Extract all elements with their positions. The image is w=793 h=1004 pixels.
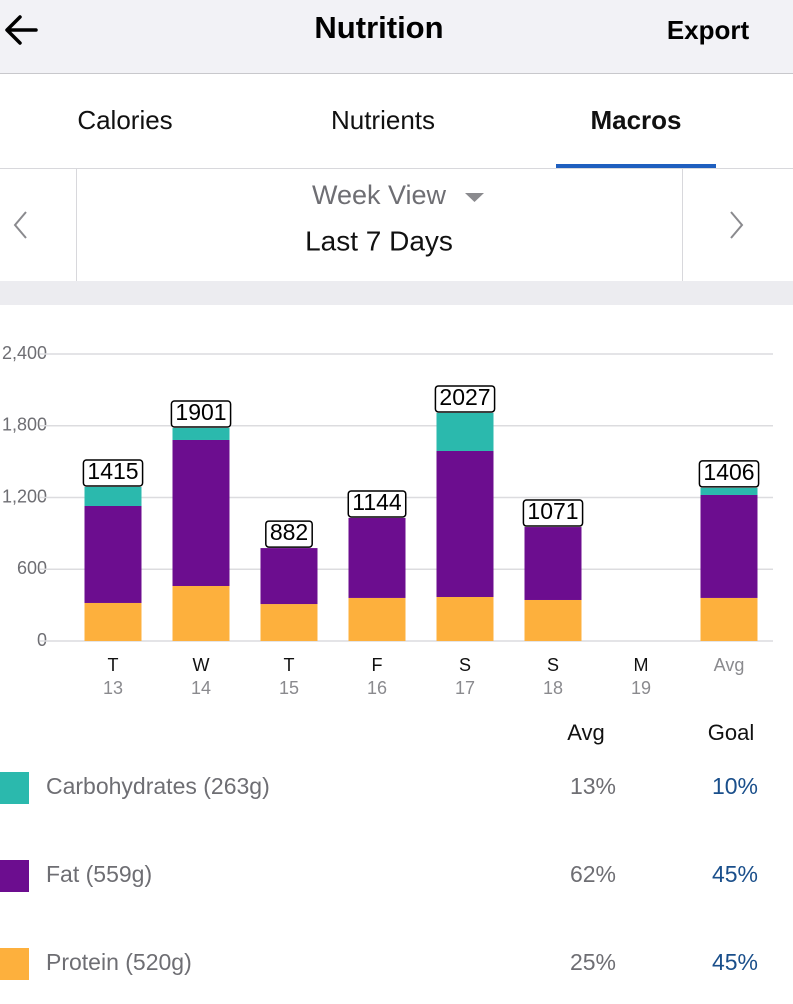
x-tick-date: 18 [543,678,563,698]
total-label-box [522,499,584,527]
macro-table: Carbohydrates (263g) 13% 10% Fat (559g) 62% 4… [0,772,758,980]
bar-segment [84,486,142,506]
bar-segment [700,487,758,495]
bar-segment [436,596,494,641]
bar-segment [436,450,494,597]
column-header: Avg [567,720,605,745]
y-tick-label: 1,200 [2,486,47,506]
bar-segment [348,597,406,641]
x-tick-label: S [547,655,559,675]
bar-segment [84,505,142,603]
bar-segment [700,494,758,598]
bar-segment [700,597,758,641]
bar-segment [436,412,494,451]
total-label: 882 [270,519,308,545]
column-header: Goal [708,720,754,745]
x-tick-label: Avg [714,655,745,675]
x-tick-label: M [634,655,649,675]
x-tick-label: W [193,655,210,675]
prev-button[interactable] [13,211,27,239]
date-range: Last 7 Days [305,225,453,256]
tab[interactable]: Calories [77,105,172,135]
avg-percent: 13% [570,773,616,799]
legend-swatch [0,860,29,892]
bar-segment [524,527,582,600]
view-mode[interactable]: Week View [312,180,447,210]
next-button[interactable] [730,211,744,239]
total-label-box [434,385,496,413]
bar-segment [172,585,230,641]
total-label-box [170,400,232,428]
y-tick-label: 2,400 [2,343,47,363]
bar-segment [172,428,230,440]
export-button[interactable]: Export [667,15,750,45]
bar-segment [84,602,142,641]
page-title: Nutrition [314,10,443,45]
total-label: 1071 [527,498,578,524]
total-label: 1144 [352,489,402,515]
goal-percent: 10% [712,773,758,799]
separator [0,281,793,305]
bar-segment [260,604,318,641]
header-bar [0,0,793,73]
bar-segment [524,599,582,641]
back-button[interactable] [5,15,38,45]
avg-percent: 25% [570,949,616,975]
x-tick-date: 13 [103,678,123,698]
chart: 0 600 1,200 1,800 2,400 T 13 1415 W 14 1901 T 15 882 F… [2,343,773,698]
tab-indicator [556,164,716,168]
total-label-box [265,520,313,548]
tab[interactable]: Macros [590,105,681,135]
x-tick-date: 14 [191,678,211,698]
y-tick-label: 600 [17,558,47,578]
legend-swatch [0,948,29,980]
goal-percent: 45% [712,861,758,887]
total-label: 2027 [439,384,490,410]
y-tick-label: 1,800 [2,415,47,435]
total-label-box [698,460,760,488]
tab[interactable]: Nutrients [331,105,435,135]
bar-segment [348,517,406,598]
y-tick-label: 0 [37,630,47,650]
total-label: 1901 [175,399,226,425]
bar-segment [172,439,230,586]
tab-bar: Calories Nutrients Macros [77,105,716,168]
avg-percent: 62% [570,861,616,887]
x-tick-date: 15 [279,678,299,698]
dropdown-icon[interactable] [465,193,484,202]
legend-label: Fat (559g) [46,861,152,887]
legend-label: Protein (520g) [46,949,192,975]
x-tick-date: 19 [631,678,651,698]
x-tick-date: 16 [367,678,387,698]
x-tick-label: T [108,655,119,675]
x-tick-label: F [372,655,383,675]
x-tick-date: 17 [455,678,475,698]
x-tick-label: S [459,655,471,675]
total-label-box [82,459,144,487]
x-tick-label: T [284,655,295,675]
legend-label: Carbohydrates (263g) [46,773,270,799]
total-label: 1406 [703,459,754,485]
total-label: 1415 [87,458,138,484]
bar-segment [260,548,318,605]
goal-percent: 45% [712,949,758,975]
total-label-box [347,490,407,518]
legend-swatch [0,772,29,804]
